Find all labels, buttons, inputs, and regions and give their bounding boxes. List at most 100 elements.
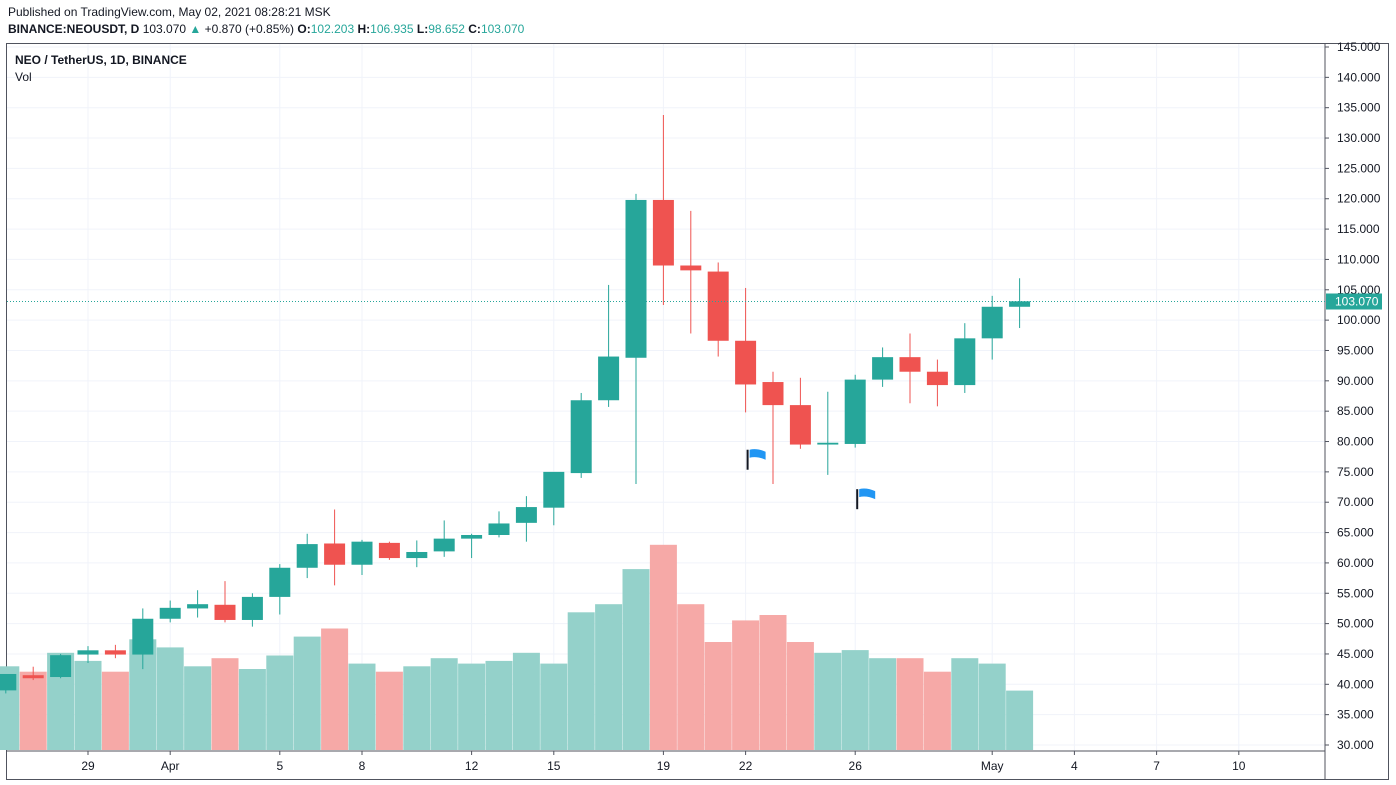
volume-bar: [978, 663, 1006, 750]
x-tick-label: 12: [465, 759, 479, 773]
volume-bar: [238, 669, 266, 750]
candle-body: [1009, 301, 1031, 307]
candle-body: [707, 271, 729, 341]
last-price-tag: [1326, 293, 1382, 310]
volume-bar: [786, 642, 814, 750]
volume-bar: [1006, 690, 1034, 750]
y-tick-label: 145.000: [1337, 40, 1381, 54]
candle-body: [77, 650, 99, 655]
volume-bar: [458, 663, 486, 750]
y-tick-label: 30.000: [1337, 738, 1374, 752]
y-tick-label: 95.000: [1337, 343, 1374, 357]
candle-body: [406, 551, 428, 559]
volume-bar: [649, 544, 677, 750]
last-price: 103.070: [142, 22, 187, 36]
x-tick-label: 4: [1071, 759, 1078, 773]
candle-body: [187, 604, 209, 609]
volume-bar: [184, 666, 212, 750]
volume-bar: [266, 655, 294, 750]
y-tick-label: 105.000: [1337, 283, 1381, 297]
volume-bar: [348, 663, 376, 750]
candle-body: [625, 199, 647, 358]
volume-bar: [156, 647, 184, 750]
candle-body: [680, 265, 702, 271]
close-label: C:: [468, 22, 481, 36]
high-label: H:: [357, 22, 371, 36]
volume-bar: [677, 604, 705, 750]
candle-body: [762, 382, 784, 406]
y-tick-label: 55.000: [1337, 586, 1374, 600]
volume-bar: [567, 612, 595, 750]
x-tick-label: 29: [81, 759, 95, 773]
x-tick-label: 26: [849, 759, 863, 773]
volume-bar: [704, 642, 732, 750]
y-tick-label: 65.000: [1337, 526, 1374, 540]
y-tick-label: 115.000: [1337, 222, 1380, 236]
x-tick-label: 8: [359, 759, 366, 773]
close-value: 103.070: [480, 22, 525, 36]
candle-body: [735, 340, 757, 385]
volume-bar: [293, 636, 321, 750]
volume-bar: [595, 604, 623, 750]
x-tick-label: 19: [657, 759, 671, 773]
candle-body: [570, 400, 592, 474]
open-label: O:: [297, 22, 311, 36]
candle-body: [461, 534, 483, 539]
candle-body: [899, 357, 921, 372]
y-tick-label: 85.000: [1337, 404, 1374, 418]
x-tick-label: 7: [1153, 759, 1160, 773]
volume-bar: [622, 569, 650, 750]
candle-body: [104, 650, 126, 655]
low-label: L:: [416, 22, 429, 36]
x-tick-label: May: [981, 759, 1004, 773]
candle-body: [954, 338, 976, 386]
chart-legend-title: NEO / TetherUS, 1D, BINANCE: [15, 53, 187, 67]
volume-bar: [74, 660, 102, 750]
candle-body: [351, 541, 373, 565]
y-tick-label: 110.000: [1337, 252, 1380, 266]
y-tick-label: 70.000: [1337, 495, 1374, 509]
published-caption: Published on TradingView.com, May 02, 20…: [8, 5, 331, 19]
volume-bar: [485, 660, 513, 750]
candle-body: [515, 507, 537, 523]
y-tick-label: 80.000: [1337, 435, 1374, 449]
x-tick-label: 10: [1232, 759, 1246, 773]
high-value: 106.935: [370, 22, 414, 36]
volume-legend: Vol: [15, 70, 32, 84]
candle-body: [844, 379, 866, 444]
volume-bar: [430, 658, 458, 750]
candle-body: [214, 604, 236, 620]
candle-body: [0, 673, 17, 691]
y-tick-label: 135.000: [1337, 101, 1381, 115]
y-tick-label: 35.000: [1337, 708, 1374, 722]
x-tick-label: 22: [739, 759, 753, 773]
up-arrow-icon: ▲: [189, 22, 202, 36]
candle-body: [872, 357, 894, 380]
candle-body: [981, 306, 1003, 339]
candle-body: [296, 544, 318, 568]
candle-body: [269, 567, 291, 597]
volume-bar: [841, 650, 869, 750]
candle-body: [324, 543, 346, 565]
candle-body: [488, 523, 510, 535]
volume-bar: [101, 671, 129, 750]
volume-bar: [732, 620, 760, 750]
price-change: +0.870 (+0.85%): [204, 22, 295, 36]
candle-body: [132, 618, 154, 655]
flag-icon: [749, 449, 766, 460]
volume-bar: [923, 671, 951, 750]
y-tick-label: 40.000: [1337, 677, 1374, 691]
volume-bar: [403, 666, 431, 750]
y-tick-label: 45.000: [1337, 647, 1374, 661]
volume-bar: [19, 671, 47, 750]
candle-body: [926, 371, 948, 386]
flag-icon: [859, 488, 876, 500]
candle-body: [543, 471, 565, 508]
volume-bar: [321, 628, 349, 750]
candle-body: [652, 199, 674, 266]
x-tick-label: 5: [276, 759, 283, 773]
volume-bar: [759, 615, 787, 750]
y-tick-label: 125.000: [1337, 161, 1381, 175]
y-tick-label: 60.000: [1337, 556, 1374, 570]
